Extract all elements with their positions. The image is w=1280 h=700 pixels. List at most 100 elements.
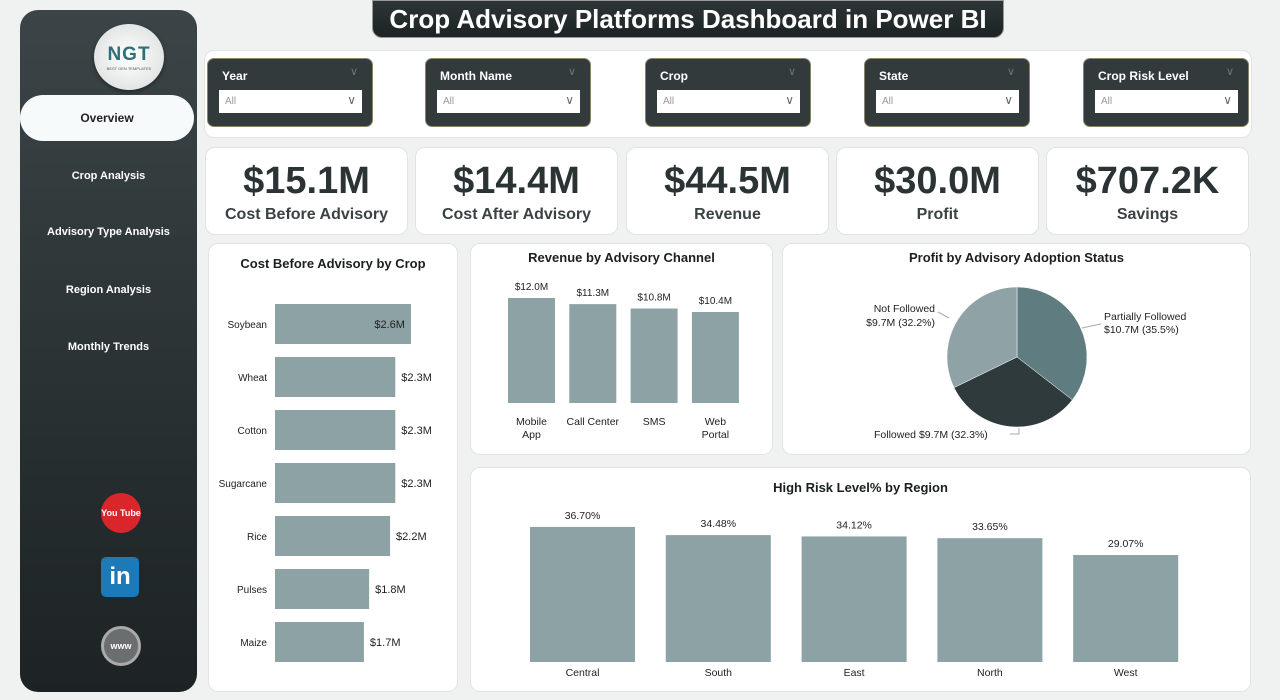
data-label: 34.12% [836,519,872,531]
chevron-down-icon[interactable]: ∨ [349,66,358,78]
chevron-down-icon: ∨ [785,93,794,107]
data-label: 33.65% [972,521,1008,533]
kpi-value: $15.1M [243,160,370,202]
filter-crop[interactable]: Crop ∨ All ∨ [645,58,811,127]
pie-label-name: Partially Followed [1104,311,1186,323]
nav-overview[interactable]: Overview [20,95,194,141]
data-label: $2.3M [401,478,432,490]
filter-year[interactable]: Year ∨ All ∨ [207,58,373,127]
kpi-label: Savings [1116,206,1179,223]
data-label: $2.6M [374,319,405,331]
filter-dropdown[interactable]: All ∨ [876,90,1019,113]
chevron-down-icon[interactable]: ∨ [787,66,796,78]
chart-title: Revenue by Advisory Channel [528,250,715,265]
kpi-card: $44.5M Revenue [626,147,829,235]
kpi-label: Profit [916,206,959,223]
linkedin-icon[interactable]: in [101,557,139,597]
sidebar: NGT BEST GEN TEMPLATES Overview Crop Anal… [20,10,197,692]
leader-line [1081,323,1102,329]
bar-rice [275,516,391,556]
category-label: Portal [702,429,729,441]
category-label: Mobile [516,416,547,428]
chevron-down-icon: ∨ [347,93,356,107]
filter-value: All [1101,96,1113,107]
filter-label: State [879,69,909,83]
data-label: $1.8M [375,584,406,596]
filter-state[interactable]: State ∨ All ∨ [864,58,1030,127]
bar-mobile-app [508,298,555,403]
pie-slice-partially-followed [1016,286,1088,401]
data-label: 29.07% [1108,538,1144,550]
kpi-card: $14.4M Cost After Advisory [415,147,618,235]
data-label: $2.2M [396,531,427,543]
ngt-logo: NGT BEST GEN TEMPLATES [94,24,164,90]
logo-text: NGT [107,43,151,65]
filter-label: Month Name [440,69,512,83]
category-label: SMS [643,416,666,428]
filter-dropdown[interactable]: All ∨ [219,90,362,113]
leader-line [1010,428,1020,435]
category-label: Wheat [238,373,267,384]
chevron-down-icon[interactable]: ∨ [567,66,576,78]
category-label: Cotton [238,426,267,437]
kpi-label: Cost Before Advisory [225,206,388,223]
category-label: App [522,429,541,441]
pie-label: Followed $9.7M (32.3%) [874,429,988,441]
filter-dropdown[interactable]: All ∨ [1095,90,1238,113]
pie-label-name: Not Followed [874,303,935,315]
bar-soybean [275,304,411,344]
nav-monthly-trends[interactable]: Monthly Trends [67,341,150,353]
nav-advisory-type-analysis[interactable]: Advisory Type Analysis [47,226,170,238]
kpi-label: Cost After Advisory [441,206,592,223]
pie-label-value: $10.7M (35.5%) [1104,324,1179,336]
category-label: Maize [240,638,267,649]
kpi-value: $14.4M [453,160,580,202]
data-label: 36.70% [565,510,601,522]
category-label: Web [705,416,727,428]
chart-title: High Risk Level% by Region [773,480,948,495]
filter-crop-risk-level[interactable]: Crop Risk Level ∨ All ∨ [1083,58,1249,127]
data-label: $2.3M [401,372,432,384]
category-label: North [977,667,1003,679]
youtube-icon[interactable]: You Tube [101,493,141,533]
filter-dropdown[interactable]: All ∨ [657,90,800,113]
category-label: Soybean [228,320,267,331]
filter-label: Crop [660,69,688,83]
category-label: Central [566,667,600,679]
chevron-down-icon: ∨ [1004,93,1013,107]
pie-slice-not-followed [946,286,1018,388]
bar-wheat [275,357,396,397]
chart-title: Cost Before Advisory by Crop [240,256,426,271]
filter-dropdown[interactable]: All ∨ [437,90,580,113]
bar-east [801,536,907,662]
category-label: South [705,667,733,679]
globe-icon[interactable]: www [101,626,141,666]
nav-crop-analysis[interactable]: Crop Analysis [71,170,146,182]
bar-central [530,526,635,662]
filter-value: All [882,96,894,107]
bar-web-portal [691,312,739,403]
chevron-down-icon[interactable]: ∨ [1225,66,1234,78]
data-label: $10.4M [699,296,732,307]
data-label: $2.3M [401,425,432,437]
logo-subtext: BEST GEN TEMPLATES [106,65,152,71]
leader-line [937,311,950,319]
data-label: $1.7M [370,637,401,649]
chevron-down-icon[interactable]: ∨ [1006,66,1015,78]
nav-region-analysis[interactable]: Region Analysis [65,284,152,296]
chevron-down-icon: ∨ [1223,93,1232,107]
bar-pulses [275,569,370,609]
category-label: Call Center [567,416,620,428]
kpi-card: $30.0M Profit [836,147,1039,235]
bar-west [1073,555,1179,662]
filter-month-name[interactable]: Month Name ∨ All ∨ [425,58,591,127]
category-label: Sugarcane [219,479,268,490]
data-label: $11.3M [576,288,609,299]
data-label: $10.8M [637,293,670,304]
bar-sugarcane [275,463,396,503]
chevron-down-icon: ∨ [565,93,574,107]
data-label: $12.0M [515,282,548,293]
data-label: 34.48% [700,518,736,530]
bar-maize [275,622,364,662]
